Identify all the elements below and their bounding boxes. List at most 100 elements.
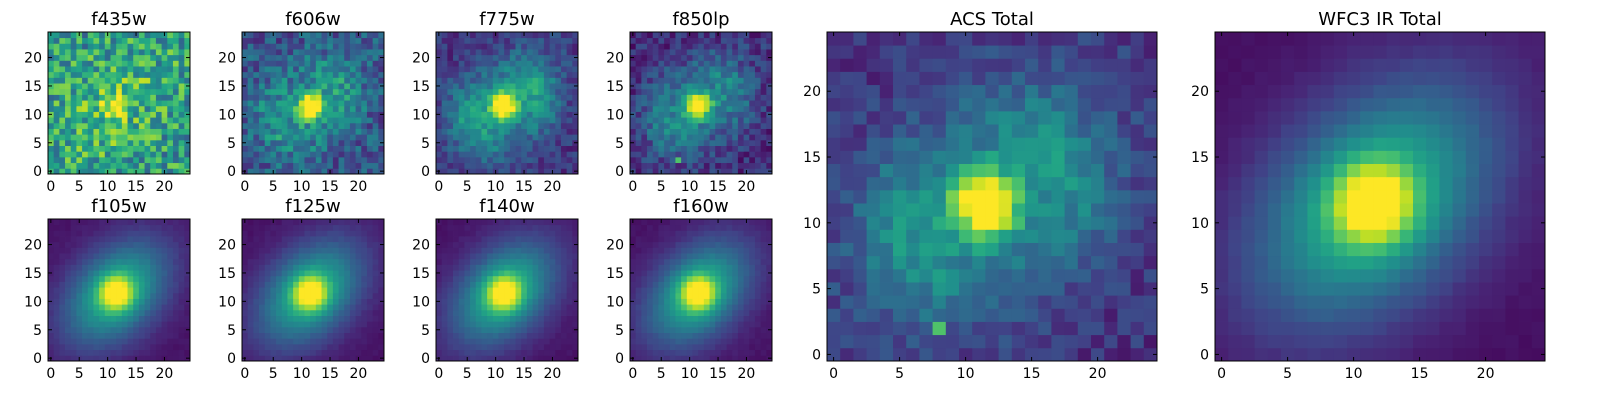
- heatmap-cell: [59, 60, 66, 67]
- heatmap-cell: [332, 219, 339, 226]
- heatmap-cell: [538, 43, 545, 50]
- heatmap-cell: [681, 332, 688, 339]
- heatmap-cell: [48, 349, 55, 356]
- heatmap-cell: [521, 134, 528, 141]
- heatmap-cell: [361, 71, 368, 78]
- heatmap-cell: [184, 275, 191, 282]
- heatmap-cell: [630, 275, 637, 282]
- heatmap-cell: [481, 275, 488, 282]
- heatmap-cell: [441, 236, 448, 243]
- heatmap-cell: [515, 43, 522, 50]
- heatmap-cell: [504, 111, 511, 118]
- heatmap-cell: [82, 309, 89, 316]
- heatmap-cell: [361, 355, 368, 362]
- heatmap-cell: [76, 321, 83, 328]
- heatmap-cell: [458, 304, 465, 311]
- heatmap-cell: [315, 236, 322, 243]
- heatmap-cell: [184, 292, 191, 299]
- heatmap-cell: [681, 66, 688, 73]
- heatmap-cell: [293, 236, 300, 243]
- heatmap-cell: [355, 60, 362, 67]
- heatmap-cell: [82, 54, 89, 61]
- heatmap-cell: [104, 236, 111, 243]
- heatmap-cell: [344, 60, 351, 67]
- heatmap-cell: [492, 321, 499, 328]
- heatmap-cell: [276, 151, 283, 158]
- heatmap-cell: [635, 326, 642, 333]
- heatmap-cell: [669, 321, 676, 328]
- heatmap-cell: [242, 37, 249, 44]
- heatmap-cell: [543, 134, 550, 141]
- heatmap-cell: [526, 304, 533, 311]
- heatmap-cell: [669, 111, 676, 118]
- heatmap-cell: [372, 349, 379, 356]
- heatmap-cell: [315, 304, 322, 311]
- heatmap-cell: [287, 60, 294, 67]
- heatmap-cell: [366, 105, 374, 112]
- heatmap-cell: [53, 326, 60, 333]
- heatmap-cell: [658, 338, 665, 345]
- heatmap-cell: [155, 77, 162, 84]
- heatmap-cell: [560, 168, 568, 175]
- heatmap-cell: [447, 298, 454, 305]
- heatmap-cell: [287, 54, 294, 61]
- heatmap-cell: [743, 281, 750, 288]
- heatmap-cell: [70, 32, 77, 39]
- heatmap-cell: [178, 111, 185, 118]
- heatmap-cell: [726, 88, 733, 95]
- heatmap-cell: [87, 349, 94, 356]
- heatmap-cell: [259, 134, 266, 141]
- heatmap-cell: [110, 349, 117, 356]
- heatmap-cell: [178, 315, 185, 322]
- heatmap-cell: [276, 77, 283, 84]
- heatmap-cell: [321, 122, 328, 129]
- heatmap-cell: [681, 326, 688, 333]
- heatmap-cell: [549, 349, 556, 356]
- heatmap-cell: [270, 258, 277, 265]
- heatmap-cell: [521, 287, 528, 294]
- heatmap-cell: [675, 270, 682, 277]
- heatmap-cell: [732, 88, 739, 95]
- heatmap-cell: [686, 43, 693, 50]
- heatmap-cell: [48, 77, 55, 84]
- heatmap-cell: [698, 349, 705, 356]
- heatmap-cell: [436, 43, 443, 50]
- heatmap-cell: [172, 326, 180, 333]
- heatmap-cell: [121, 236, 128, 243]
- heatmap-cell: [121, 168, 128, 175]
- heatmap-cell: [110, 309, 117, 316]
- heatmap-cell: [543, 71, 550, 78]
- heatmap-cell: [338, 343, 345, 351]
- heatmap-cell: [349, 139, 356, 146]
- heatmap-cell: [293, 230, 300, 237]
- heatmap-cell: [470, 264, 477, 271]
- heatmap-cell: [59, 168, 66, 175]
- heatmap-cell: [287, 355, 294, 362]
- heatmap-cell: [630, 156, 637, 164]
- heatmap-cell: [549, 88, 556, 95]
- heatmap-cell: [566, 309, 573, 316]
- heatmap-cell: [127, 162, 134, 169]
- heatmap-cell: [715, 139, 722, 146]
- heatmap-cell: [99, 264, 106, 271]
- heatmap-cell: [104, 230, 111, 237]
- heatmap-cell: [658, 77, 665, 84]
- heatmap-cell: [366, 168, 374, 175]
- heatmap-cell: [298, 139, 305, 146]
- heatmap-cell: [150, 66, 157, 73]
- heatmap-cell: [144, 304, 151, 311]
- heatmap-cell: [338, 100, 345, 107]
- heatmap-cell: [515, 326, 522, 333]
- heatmap-cell: [315, 343, 322, 351]
- heatmap-cell: [133, 304, 140, 311]
- heatmap-cell: [59, 236, 66, 243]
- heatmap-cell: [366, 32, 374, 39]
- heatmap-cell: [310, 315, 317, 322]
- y-tick-label: 10: [412, 107, 430, 123]
- heatmap-cell: [264, 298, 271, 305]
- heatmap-cell: [475, 253, 482, 260]
- heatmap-cell: [48, 151, 55, 158]
- heatmap-cell: [76, 338, 83, 345]
- heatmap-cell: [766, 60, 773, 67]
- heatmap-cell: [641, 43, 648, 50]
